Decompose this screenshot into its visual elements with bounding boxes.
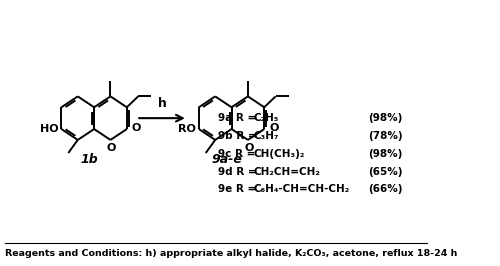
Text: h: h <box>158 97 166 110</box>
Text: O: O <box>244 143 254 153</box>
Text: 9d R =: 9d R = <box>218 167 260 177</box>
Text: 9a-e: 9a-e <box>211 153 242 166</box>
Text: (98%): (98%) <box>368 149 402 159</box>
Text: Reagents and Conditions: h) appropriate alkyl halide, K₂CO₃, acetone, reflux 18-: Reagents and Conditions: h) appropriate … <box>5 249 457 258</box>
Text: HO: HO <box>40 124 59 134</box>
Text: RO: RO <box>178 124 196 134</box>
Text: 1b: 1b <box>80 153 98 166</box>
Text: O: O <box>132 123 141 133</box>
Text: CH₂CH=CH₂: CH₂CH=CH₂ <box>254 167 320 177</box>
Text: 9c R =: 9c R = <box>218 149 258 159</box>
Text: 9e R =: 9e R = <box>218 184 260 194</box>
Text: C₂H₅: C₂H₅ <box>254 113 279 123</box>
Text: (65%): (65%) <box>368 167 402 177</box>
Text: O: O <box>106 143 116 153</box>
Text: O: O <box>270 123 279 133</box>
Text: 9a R =: 9a R = <box>218 113 260 123</box>
Text: 9b R =: 9b R = <box>218 131 260 141</box>
Text: C₆H₄-CH=CH-CH₂: C₆H₄-CH=CH-CH₂ <box>254 184 350 194</box>
Text: (78%): (78%) <box>368 131 402 141</box>
Text: (98%): (98%) <box>368 113 402 123</box>
Text: CH(CH₃)₂: CH(CH₃)₂ <box>254 149 305 159</box>
Text: (66%): (66%) <box>368 184 402 194</box>
Text: C₃H₇: C₃H₇ <box>254 131 280 141</box>
